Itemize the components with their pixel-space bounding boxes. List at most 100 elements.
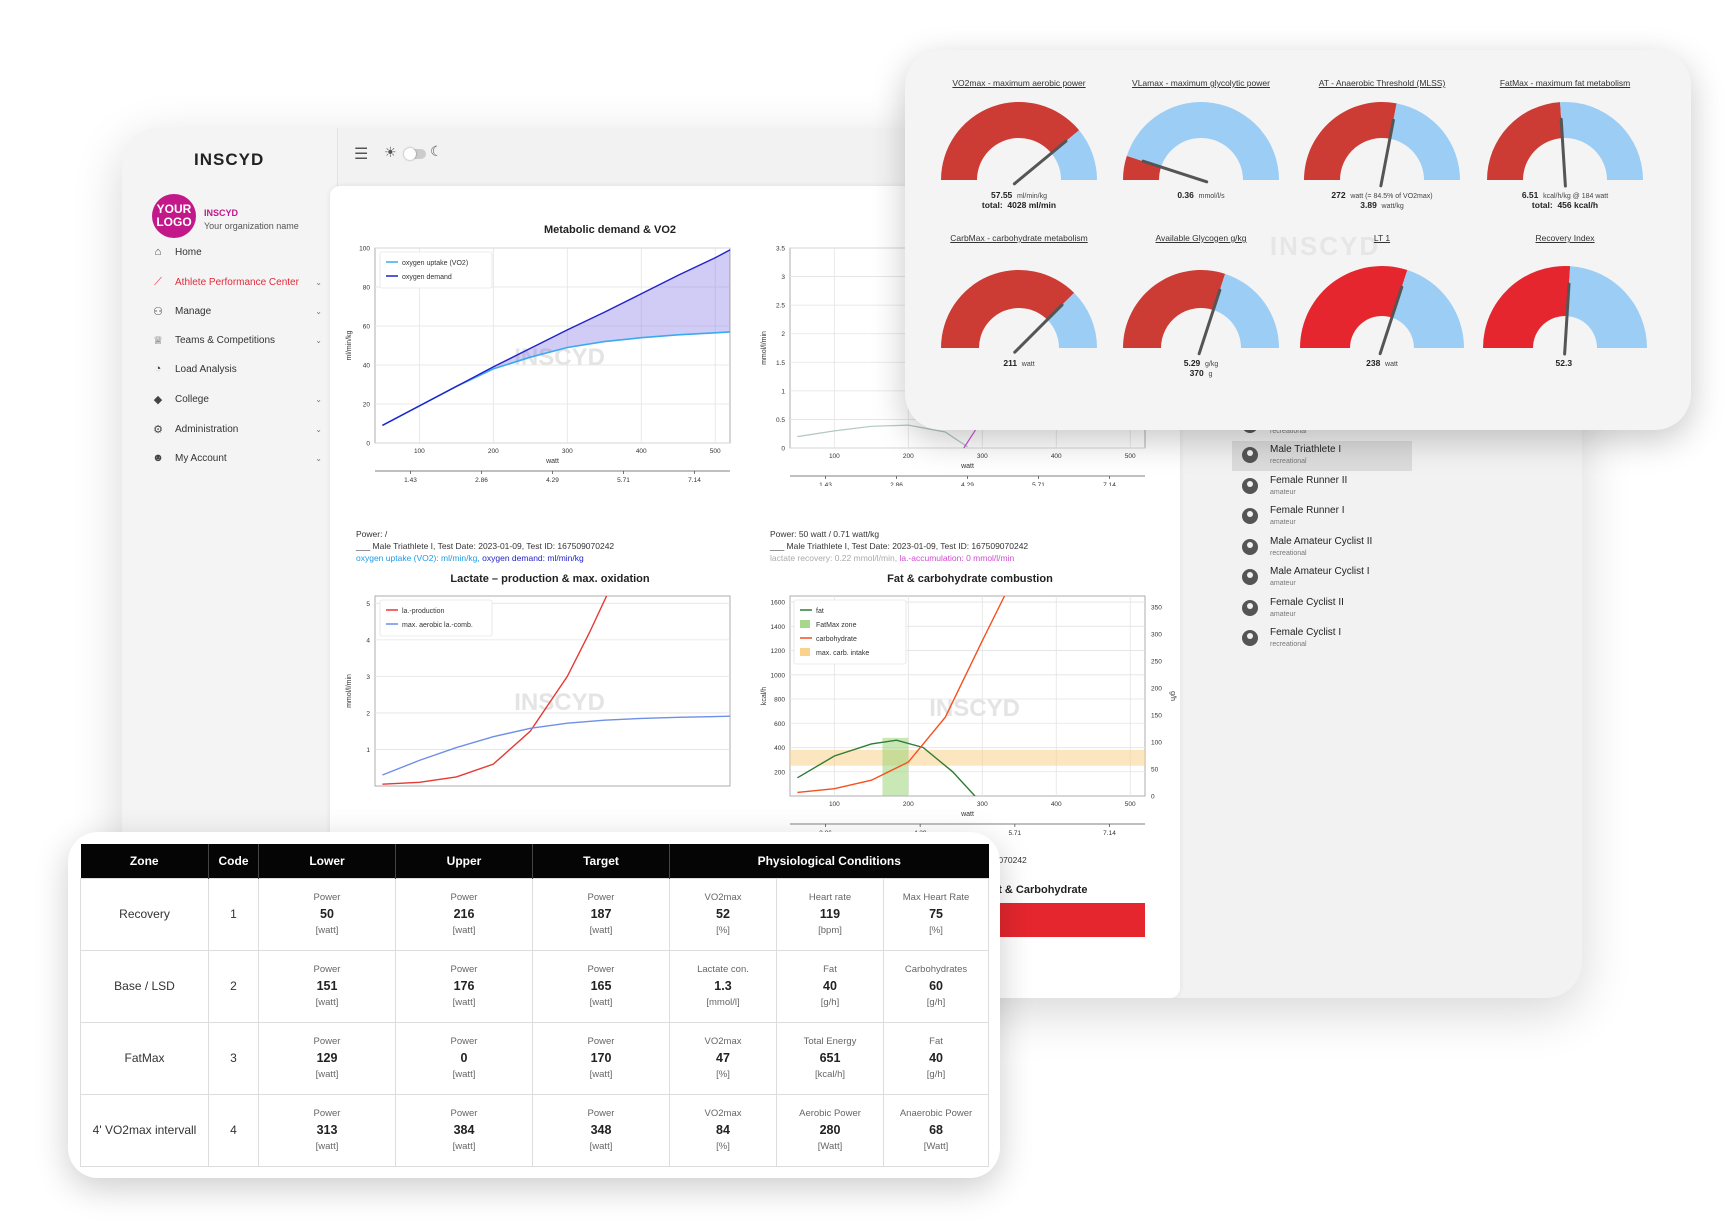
x-tick-label: 400 [1051,453,1062,460]
x2-tick-label: 1.43 [819,482,832,486]
y-tick-label: 0 [781,446,785,453]
cell-label: Fat [929,1036,943,1047]
sidebar-item-load-analysis[interactable]: ◔ Load Analysis [150,358,330,380]
y2-tick-label: 0 [1151,794,1155,801]
avatar-icon [1242,508,1258,524]
y-tick-label: 2 [366,710,370,717]
cell-value: 1.3 [714,979,732,993]
gauge-title: Recovery Index [1535,233,1595,243]
athlete-list-item[interactable]: Male Amateur Cyclist I amateur [1232,563,1412,593]
legend-entry: max. carb. intake [816,650,869,657]
cell-unit: [watt] [589,925,613,936]
gauge-remaining-arc [1126,102,1279,180]
zone-cell: VO2max 52 [%] [669,877,777,951]
y-tick-label: 1600 [771,600,786,607]
athlete-list-item[interactable]: Female Cyclist II amateur [1232,594,1412,624]
moon-icon[interactable]: ☾ [430,143,443,159]
gauge-value: 272 watt (= 84.5% of VO2max) 3.89 watt/kg [1287,190,1477,210]
brand-logo-text: INSCYD [194,150,265,169]
series-la-production [382,596,608,785]
metabolic-vo2-readout: oxygen uptake (VO2): ml/min/kg, [356,553,480,563]
sidebar-item-teams-competitions[interactable]: ♕ Teams & Competitions ⌄ [150,329,330,351]
chart-title-lactate: Lactate – production & max. oxidation [450,573,650,585]
y-tick-label: 60 [363,324,371,331]
gauges-watermark: INSCYD [1270,231,1380,261]
sidebar-item-manage[interactable]: ⚇ Manage ⌄ [150,300,330,322]
sidebar-item-college[interactable]: ◆ College ⌄ [150,388,330,410]
athlete-list-item[interactable]: Male Triathlete I recreational [1232,441,1412,471]
sidebar-item-administration[interactable]: ⚙ Administration ⌄ [150,418,330,440]
cell-value: 170 [590,1051,612,1065]
cell-label: Power [450,892,478,903]
gauge-title: LT 1 [1373,233,1391,243]
brand-logo[interactable]: INSCYD [194,150,264,170]
table-row: Base / LSD 2 Power 151 [watt] Power 176 … [80,949,990,1023]
gauge-remaining-arc [1051,130,1097,180]
metabolic-test-info: ___ Male Triathlete I, Test Date: 2023-0… [356,541,615,551]
cell-value: 0 [460,1051,468,1065]
gauge-needle [1197,288,1222,356]
sidebar-item-label: Administration [175,423,239,435]
x-axis-label: watt [545,458,559,465]
chevron-down-icon: ⌄ [315,394,322,404]
gauge-needle [1379,118,1395,188]
athlete-list-item[interactable]: Female Runner II amateur [1232,472,1412,502]
sidebar-item-home[interactable]: ⌂ Home [150,241,330,263]
legend-entry: oxygen demand [402,274,452,281]
y-axis-label: ml/min/kg [346,330,353,360]
zone-cell: Power 151 [watt] [258,949,396,1023]
cell-value: 651 [819,1051,841,1065]
theme-toggle[interactable] [404,148,426,160]
cell-value: 52 [716,907,730,921]
gauge-needle [1013,303,1064,354]
band-max-carb-intake [790,749,1145,766]
cell-unit: [%] [716,1069,730,1080]
sun-icon[interactable]: ☀ [384,144,397,160]
gauge-value-unit: watt (= 84.5% of VO2max) [1350,193,1433,200]
table-header-row: Zone Code Lower Upper Target Physiologic… [80,844,989,878]
gauge-value: 52.3 [1470,358,1660,368]
cell-label: Power [587,1108,615,1119]
gauge-value: 238 watt [1287,358,1477,368]
cell-value: 384 [453,1123,475,1137]
y2-tick-label: 50 [1151,766,1159,773]
legend-entry: fat [816,608,824,615]
legend-entry: la.-production [402,608,445,615]
x2-tick-label: 7.14 [1103,830,1116,837]
gauge-secondary-label: total: [981,200,1003,210]
cell-unit: [watt] [315,1069,339,1080]
gauge-title: VLamax - maximum glycolytic power [1132,78,1270,88]
y-tick-label: 2.5 [776,303,785,310]
sidebar-item-athlete-performance-center[interactable]: ⟋ Athlete Performance Center ⌄ [150,271,330,293]
x-tick-label: 400 [1051,801,1062,808]
user-gear-icon: ☻ [152,452,164,464]
cell-value: 50 [320,907,334,921]
gauge-value-number: 6.51 [1521,190,1539,200]
cell-unit: [watt] [589,1141,613,1152]
zone-cell: Carbohydrates 60 [g/h] [882,949,990,1023]
gauge-value-number: 238 [1366,358,1381,368]
gauge-value-unit: ml/min/kg [1017,193,1047,200]
cell-unit: [Watt] [923,1141,949,1152]
athlete-list: Swimmer Male I pro Male Triathlete II re… [1232,383,1422,910]
column-header-target: Target [532,844,670,878]
x-tick-label: 100 [829,801,840,808]
zone-code: 2 [208,949,259,1023]
athlete-list-item[interactable]: Female Runner I amateur [1232,502,1412,532]
athlete-list-item[interactable]: Male Amateur Cyclist II recreational [1232,533,1412,563]
cell-value: 40 [823,979,837,993]
gauge-remaining-arc [1391,270,1464,348]
x-tick-label: 300 [977,801,988,808]
gauge-title: CarbMax - carbohydrate metabolism [950,233,1088,243]
y-axis-label: mmol/l/min [346,674,353,708]
avatar-icon [1242,630,1258,646]
y2-tick-label: 150 [1151,712,1162,719]
training-zones-table: Zone Code Lower Upper Target Physiologic… [80,844,990,1167]
sidebar-item-my-account[interactable]: ☻ My Account ⌄ [150,447,330,469]
series-lactate-recovery [797,424,968,448]
lactate-test-info: ___ Male Triathlete I, Test Date: 2023-0… [770,541,1029,551]
athlete-list-item[interactable]: Female Cyclist I recreational [1232,624,1412,654]
menu-icon[interactable]: ☰ [354,146,369,163]
gauge-value: 5.29 g/kg 370 g [1106,358,1296,378]
